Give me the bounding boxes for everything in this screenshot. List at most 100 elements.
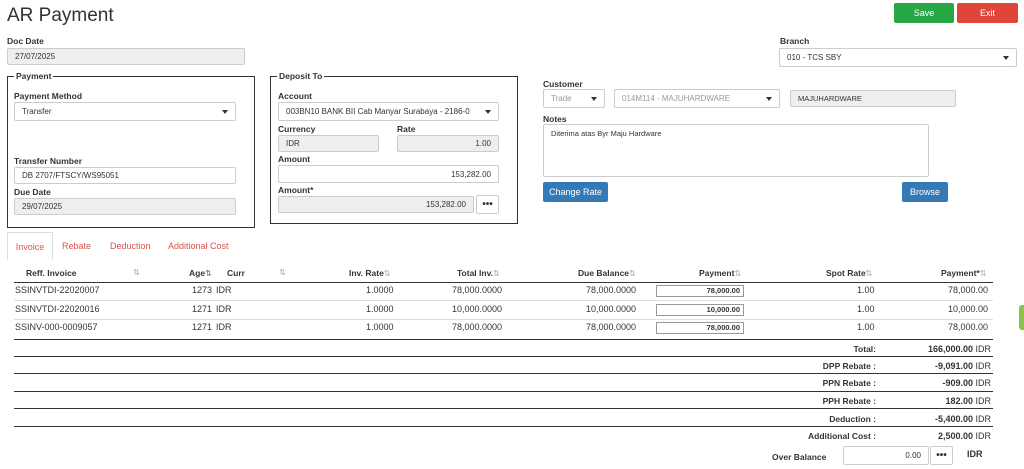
due-date-field[interactable]: 29/07/2025 xyxy=(14,198,236,215)
tab-invoice[interactable]: Invoice xyxy=(7,232,53,260)
due-date-value: 29/07/2025 xyxy=(22,202,63,211)
branch-select[interactable]: 010 - TCS SBY xyxy=(779,48,1017,67)
amount-value: 153,282.00 xyxy=(450,169,491,179)
cell-payment-star: 10,000.00 xyxy=(948,304,989,314)
deposit-legend: Deposit To xyxy=(279,71,323,81)
browse-button[interactable]: Browse xyxy=(902,182,948,202)
col-due-balance[interactable]: Due Balance⇅ xyxy=(578,268,636,278)
tab-invoice-label: Invoice xyxy=(15,241,45,252)
over-balance-currency: IDR xyxy=(967,449,983,459)
cell-age: 1271 xyxy=(192,304,213,314)
amount-star-field[interactable]: 153,282.00 xyxy=(278,196,474,213)
col-inv-rate[interactable]: Inv. Rate⇅ xyxy=(349,268,391,278)
summary-dpp-rebate-label: DPP Rebate : xyxy=(822,361,876,371)
rate-field[interactable]: 1.00 xyxy=(397,135,499,152)
col-payment[interactable]: Payment⇅ xyxy=(699,268,742,278)
branch-label: Branch xyxy=(780,36,810,46)
cell-age: 1271 xyxy=(192,322,213,332)
summary-ppn-rebate-value: -909.00 IDR xyxy=(942,378,991,388)
cell-payment-star: 78,000.00 xyxy=(948,322,989,332)
customer-code-value: 014M114 - MAJUHARDWARE xyxy=(622,94,731,103)
account-label: Account xyxy=(278,91,312,101)
transfer-number-input[interactable]: DB 2707/FTSCY/WS95051 xyxy=(14,167,236,184)
cell-curr: IDR xyxy=(216,322,232,332)
sort-icon: ⇅ xyxy=(629,269,636,278)
customer-name-field[interactable]: MAJUHARDWARE xyxy=(790,90,956,107)
tab-deduction[interactable]: Deduction xyxy=(110,241,151,251)
doc-date-value: 27/07/2025 xyxy=(15,52,56,61)
currency-field[interactable]: IDR xyxy=(278,135,379,152)
sort-icon[interactable]: ⇅ xyxy=(279,268,286,277)
col-curr[interactable]: Curr xyxy=(227,268,245,278)
payment-fieldset: Payment xyxy=(7,71,255,228)
cell-inv-rate: 1.0000 xyxy=(366,322,394,332)
scroll-handle[interactable] xyxy=(1019,305,1024,330)
summary-divider xyxy=(14,356,993,357)
rate-label: Rate xyxy=(397,124,416,134)
over-balance-value: 0.00 xyxy=(905,451,921,460)
customer-type-select[interactable]: Trade xyxy=(543,89,605,108)
amount-lookup-button[interactable]: ••• xyxy=(476,195,499,214)
sort-icon: ⇅ xyxy=(205,269,212,278)
col-payment-star[interactable]: Payment*⇅ xyxy=(941,268,987,278)
summary-divider xyxy=(14,408,993,409)
payment-input[interactable]: 10,000.00 xyxy=(656,304,744,316)
currency-label: Currency xyxy=(278,124,316,134)
deposit-fieldset: Deposit To xyxy=(270,71,518,224)
row-divider xyxy=(14,319,993,320)
account-select[interactable]: 003BN10 BANK BII Cab Manyar Surabaya - 2… xyxy=(278,102,499,121)
chevron-down-icon xyxy=(591,96,597,101)
cell-payment-star: 78,000.00 xyxy=(948,285,989,295)
summary-deduction-label: Deduction : xyxy=(829,414,876,424)
change-rate-button[interactable]: Change Rate xyxy=(543,182,608,202)
summary-ppn-rebate-label: PPN Rebate : xyxy=(822,378,876,388)
sort-icon: ⇅ xyxy=(383,269,391,278)
col-spot-rate[interactable]: Spot Rate⇅ xyxy=(826,268,873,278)
sort-icon: ⇅ xyxy=(493,269,500,278)
col-total-inv[interactable]: Total Inv.⇅ xyxy=(457,268,500,278)
cell-spot: 1.00 xyxy=(857,322,875,332)
col-age[interactable]: Age⇅ xyxy=(189,268,212,278)
cell-total: 10,000.0000 xyxy=(452,304,503,314)
chevron-down-icon xyxy=(485,109,491,114)
payment-method-label: Payment Method xyxy=(14,91,83,101)
summary-dpp-rebate-value: -9,091.00 IDR xyxy=(934,361,991,371)
cell-inv-rate: 1.0000 xyxy=(366,304,394,314)
page-title: AR Payment xyxy=(7,5,114,26)
sort-icon: ⇅ xyxy=(979,269,987,278)
sort-icon[interactable]: ⇅ xyxy=(133,268,140,277)
summary-total-value: 166,000.00 IDR xyxy=(927,344,991,354)
exit-button[interactable]: Exit xyxy=(957,3,1018,23)
summary-additional-cost-label: Additional Cost : xyxy=(808,431,876,441)
col-reff-invoice[interactable]: Reff. Invoice xyxy=(26,268,77,278)
save-button[interactable]: Save xyxy=(894,3,954,23)
notes-label: Notes xyxy=(543,114,567,124)
tab-additional-cost[interactable]: Additional Cost xyxy=(168,241,229,251)
cell-inv-rate: 1.0000 xyxy=(366,285,394,295)
payment-input[interactable]: 78,000.00 xyxy=(656,322,744,334)
cell-reff: SSINV-000-0009057 xyxy=(15,322,98,332)
customer-label: Customer xyxy=(543,79,583,89)
over-balance-input[interactable]: 0.00 xyxy=(843,446,929,465)
notes-textarea[interactable]: Diterima atas Byr Maju Hardware xyxy=(543,124,929,177)
transfer-number-label: Transfer Number xyxy=(14,156,83,166)
payment-input[interactable]: 78,000.00 xyxy=(656,285,744,297)
tab-rebate[interactable]: Rebate xyxy=(62,241,92,251)
summary-divider xyxy=(14,373,993,374)
currency-value: IDR xyxy=(286,139,300,148)
over-balance-lookup-button[interactable]: ••• xyxy=(930,446,953,465)
summary-divider xyxy=(14,426,993,427)
summary-total-label: Total: xyxy=(853,344,876,354)
sort-icon: ⇅ xyxy=(734,269,742,278)
cell-due: 78,000.0000 xyxy=(586,285,637,295)
sort-icon: ⇅ xyxy=(865,269,873,278)
branch-value: 010 - TCS SBY xyxy=(787,53,842,62)
rate-value: 1.00 xyxy=(475,139,491,148)
customer-code-select[interactable]: 014M114 - MAJUHARDWARE xyxy=(614,89,780,108)
payment-method-select[interactable]: Transfer xyxy=(14,102,236,121)
table-header-divider xyxy=(14,282,993,283)
notes-value: Diterima atas Byr Maju Hardware xyxy=(551,129,662,138)
table-bottom-divider xyxy=(14,339,993,340)
amount-input[interactable]: 153,282.00 xyxy=(278,165,499,183)
doc-date-field[interactable]: 27/07/2025 xyxy=(7,48,245,65)
